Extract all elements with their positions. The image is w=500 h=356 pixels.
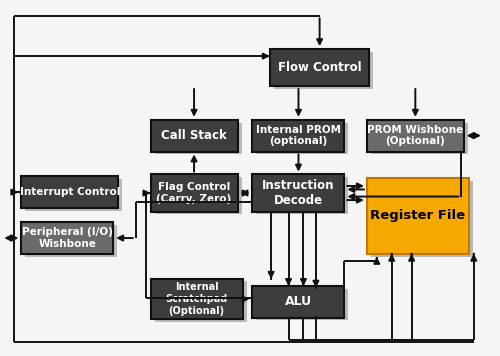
Bar (274, 52, 374, 89)
Text: ALU: ALU (285, 295, 312, 308)
Bar (150, 174, 238, 211)
Bar (367, 178, 469, 254)
Bar (22, 222, 114, 254)
Bar (371, 181, 473, 257)
Bar (256, 122, 348, 155)
Bar (367, 120, 464, 152)
Bar (150, 120, 238, 152)
Text: Interrupt Control: Interrupt Control (20, 187, 120, 197)
Bar (252, 174, 344, 211)
Text: PROM Wishbone
(Optional): PROM Wishbone (Optional) (367, 125, 464, 146)
Text: Call Stack: Call Stack (161, 129, 227, 142)
Bar (154, 122, 242, 155)
Bar (252, 286, 344, 318)
Text: Peripheral (I/O)
Wishbone: Peripheral (I/O) Wishbone (22, 227, 112, 249)
Bar (252, 120, 344, 152)
Bar (256, 177, 348, 214)
Bar (26, 225, 117, 257)
Bar (154, 282, 246, 322)
Text: Flag Control
(Carry, Zero): Flag Control (Carry, Zero) (156, 182, 232, 204)
Text: Internal PROM
(optional): Internal PROM (optional) (256, 125, 341, 146)
Text: Flow Control: Flow Control (278, 61, 361, 74)
Bar (256, 289, 348, 320)
Bar (22, 176, 118, 208)
Bar (270, 49, 370, 86)
Bar (26, 179, 122, 211)
Text: Register File: Register File (370, 209, 466, 222)
Bar (371, 122, 468, 155)
Text: Internal
Scratchpad
(Optional): Internal Scratchpad (Optional) (166, 282, 228, 315)
Bar (154, 177, 242, 214)
Bar (150, 279, 242, 319)
Text: Instruction
Decode: Instruction Decode (262, 179, 334, 207)
